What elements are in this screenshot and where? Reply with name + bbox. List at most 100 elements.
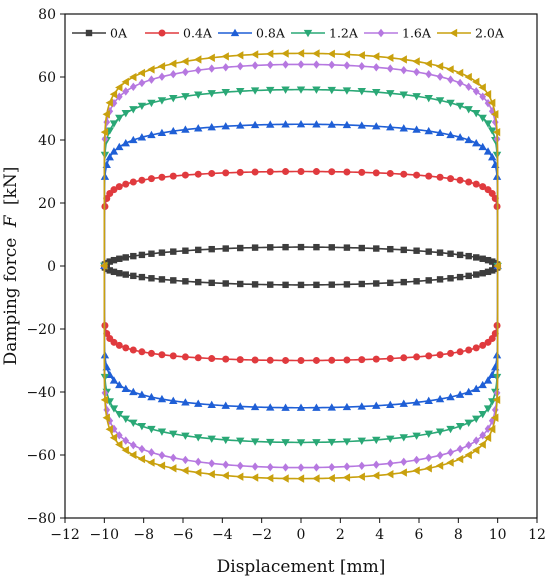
data-point — [194, 354, 202, 362]
data-point — [465, 178, 473, 186]
data-point — [130, 272, 137, 280]
x-tick-label: −2 — [251, 527, 272, 543]
data-point — [312, 168, 320, 176]
data-point — [236, 437, 245, 445]
data-point — [207, 470, 215, 479]
data-point — [386, 169, 394, 177]
data-point — [425, 69, 433, 79]
data-point — [478, 83, 486, 92]
data-point — [169, 172, 177, 180]
data-point — [483, 376, 493, 384]
data-point — [251, 61, 259, 70]
data-point — [122, 271, 129, 278]
series-line — [103, 170, 499, 362]
data-point — [484, 424, 492, 434]
data-point — [342, 402, 352, 411]
data-point — [137, 454, 146, 464]
data-point — [148, 448, 155, 457]
data-point — [250, 50, 259, 59]
data-point — [116, 270, 123, 277]
data-point — [102, 110, 110, 119]
data-point — [386, 435, 395, 443]
data-point — [169, 126, 178, 135]
data-point — [194, 468, 202, 477]
legend-label: 2.0A — [475, 26, 505, 41]
data-point — [312, 356, 320, 364]
data-point — [386, 400, 395, 408]
data-point — [137, 102, 147, 111]
data-point — [115, 183, 123, 191]
x-tick-label: 6 — [415, 527, 424, 543]
legend-label: 0A — [110, 26, 128, 41]
data-point — [158, 173, 166, 181]
data-point — [100, 261, 108, 270]
axes-layer: −12 −10 −8 −6 −4 −2 0 2 4 6 8 10 12−80−60−40−2002040… — [26, 7, 545, 543]
data-point — [372, 88, 381, 97]
data-point — [488, 152, 497, 161]
data-point — [372, 52, 380, 61]
data-point — [106, 189, 114, 197]
data-point — [129, 106, 138, 114]
data-point — [195, 246, 202, 254]
data-point — [400, 278, 407, 286]
data-point — [413, 353, 421, 361]
data-point — [465, 252, 472, 260]
data-point — [169, 95, 178, 103]
data-point — [138, 251, 146, 259]
y-tick-label: 20 — [38, 196, 56, 212]
data-point — [435, 428, 445, 436]
data-point — [464, 72, 472, 82]
data-point — [194, 457, 202, 467]
data-point — [400, 457, 408, 467]
data-point — [281, 49, 289, 58]
data-point — [435, 62, 444, 71]
data-point — [138, 176, 146, 184]
data-point — [479, 341, 487, 349]
data-point — [447, 448, 454, 457]
data-point — [342, 120, 352, 129]
x-tick-label: 10 — [489, 527, 507, 543]
data-point — [386, 459, 394, 468]
data-point — [483, 433, 492, 442]
data-point — [372, 169, 380, 177]
data-point — [297, 463, 305, 472]
data-point — [424, 464, 432, 473]
data-point — [296, 120, 306, 128]
data-point — [435, 461, 444, 470]
data-point — [472, 139, 481, 147]
data-point — [472, 110, 481, 118]
data-point — [181, 398, 190, 406]
data-point — [296, 86, 306, 94]
data-point — [266, 120, 275, 128]
series-line — [103, 123, 499, 409]
data-point — [492, 395, 501, 405]
data-point — [266, 60, 274, 70]
data-point — [194, 434, 203, 442]
data-point — [221, 88, 230, 97]
series-0A — [101, 243, 501, 289]
data-point — [436, 351, 444, 359]
data-point — [372, 471, 380, 480]
data-point — [343, 244, 351, 251]
data-point — [357, 51, 365, 60]
data-point — [358, 244, 365, 252]
data-point — [222, 355, 230, 363]
data-point — [207, 400, 216, 408]
data-point — [399, 124, 408, 132]
data-point — [435, 97, 445, 105]
data-point — [343, 61, 351, 70]
data-point — [342, 87, 352, 95]
data-point — [328, 281, 335, 288]
data-point — [147, 458, 155, 467]
data-point — [266, 356, 274, 364]
data-point — [181, 353, 189, 361]
data-point — [296, 49, 305, 58]
data-point — [297, 168, 305, 175]
data-point — [412, 466, 420, 475]
data-point — [102, 413, 110, 422]
data-point — [157, 128, 167, 137]
data-point — [436, 173, 444, 181]
data-point — [207, 122, 216, 131]
data-point — [424, 95, 433, 103]
data-point — [129, 419, 138, 427]
